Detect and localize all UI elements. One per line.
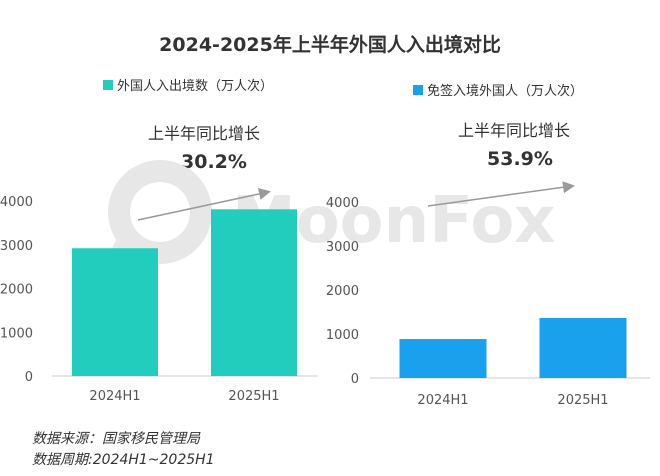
y-tick-label: 3000 [0,239,33,254]
y-tick-label: 3000 [326,240,359,255]
growth-value-left: 30.2% [181,151,247,173]
y-tick-label: 1000 [326,328,359,343]
y-tick-label: 4000 [326,196,359,211]
bar-2024H1 [399,339,487,378]
trend-arrow-right [427,181,575,207]
y-tick-label: 2000 [0,283,33,298]
y-tick-label: 4000 [0,195,33,210]
growth-label-left: 上半年同比增长 [148,124,261,143]
y-tick-label: 2000 [326,284,359,299]
plot-left: 0 1000 2000 3000 4000 2024H1 2025H1 [0,195,318,404]
trend-arrow-left [137,188,271,221]
footer-source: 数据来源：国家移民管理局 [32,431,200,447]
bar-2025H1 [211,209,297,376]
chart-title: 2024-2025年上半年外国人入出境对比 [159,34,501,56]
bar-2024H1 [72,248,158,376]
bar-2025H1 [539,318,627,378]
watermark: MoonFox [100,160,556,272]
growth-label-right: 上半年同比增长 [458,121,571,140]
y-tick-label: 0 [351,372,359,387]
legend-label-left: 外国人入出境数（万人次） [117,79,274,94]
growth-value-right: 53.9% [487,148,553,170]
legend-swatch-right [413,84,423,95]
legend-left: 外国人入出境数（万人次） [103,75,273,94]
legend-swatch-left [103,79,113,90]
legend-label-right: 免签入境外国人（万人次） [427,84,584,99]
y-tick-label: 0 [25,370,33,385]
x-tick-label: 2024H1 [417,393,468,408]
footer-period: 数据周期:2024H1~2025H1 [32,452,215,468]
legend-right: 免签入境外国人（万人次） [413,80,583,99]
x-tick-label: 2025H1 [228,389,279,404]
x-tick-label: 2025H1 [557,393,608,408]
x-tick-label: 2024H1 [89,389,140,404]
plot-right: 0 1000 2000 3000 4000 2024H1 2025H1 [326,196,650,408]
y-tick-label: 1000 [0,326,33,341]
